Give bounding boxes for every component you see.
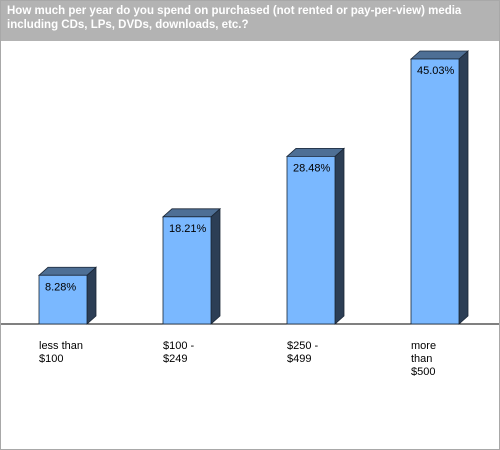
bar-top-face (37, 266, 98, 276)
data-label: 28.48% (293, 162, 331, 174)
bar-front-face (38, 274, 88, 325)
bar-front-face (162, 216, 212, 325)
bar-1: 8.28% (37, 266, 98, 325)
bar-top-face (285, 147, 346, 157)
category-label: more than $500 (411, 340, 437, 378)
bar-side-face (458, 50, 469, 325)
chart-title: How much per year do you spend on purcha… (7, 5, 462, 31)
data-label: 8.28% (45, 281, 76, 293)
category-label: less than $100 (39, 340, 84, 365)
bar-2: 18.21% (161, 207, 222, 325)
bar-top-face (409, 50, 470, 60)
bar-side-face (210, 207, 221, 325)
title-bar: How much per year do you spend on purcha… (1, 1, 499, 41)
bar-front-face (410, 58, 460, 325)
bar-side-face (86, 266, 97, 325)
bar-top-face (161, 208, 222, 218)
data-label: 45.03% (417, 65, 455, 77)
bar-3: 28.48% (285, 147, 346, 325)
category-label: $100 - $249 (163, 340, 195, 365)
bar-4: 45.03% (409, 50, 470, 325)
category-label: $250 - $499 (287, 340, 319, 365)
bar-front-face (286, 155, 336, 325)
bar-side-face (334, 147, 345, 325)
data-label: 18.21% (169, 223, 207, 235)
